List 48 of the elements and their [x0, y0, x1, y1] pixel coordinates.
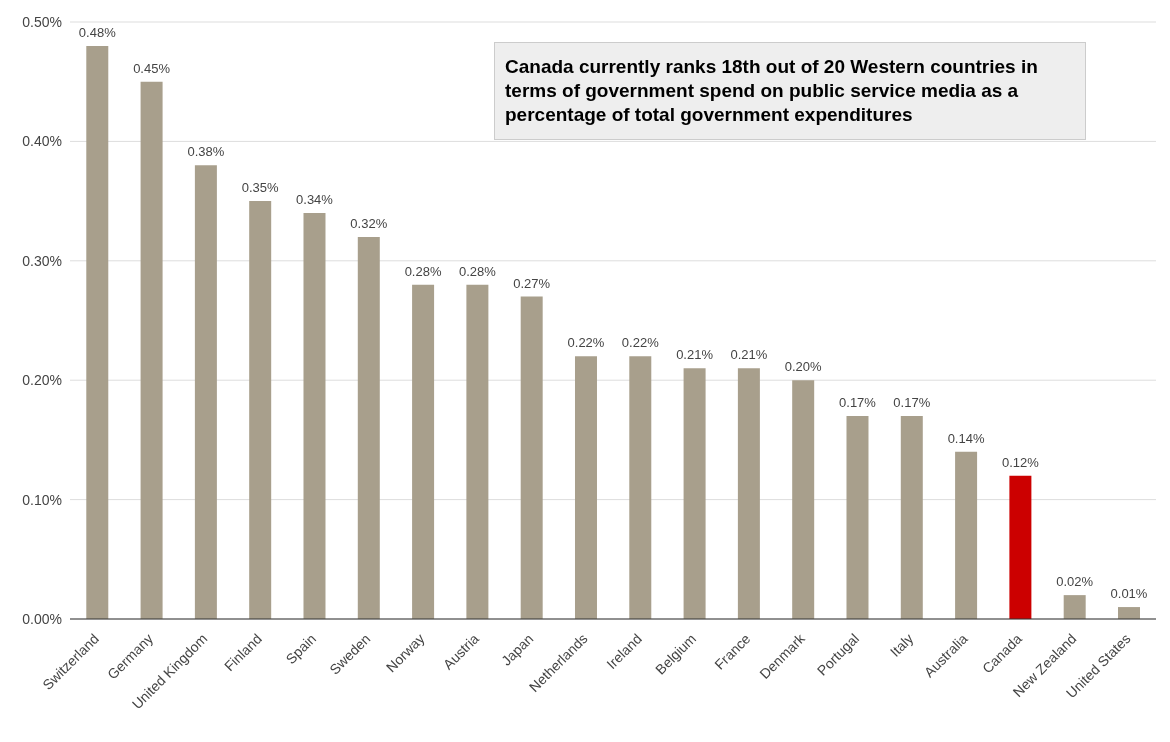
data-label: 0.14% [947, 430, 985, 446]
data-label: 0.21% [676, 347, 714, 363]
bar [792, 380, 815, 619]
bar [1117, 607, 1140, 619]
data-label: 0.17% [839, 395, 877, 411]
data-label: 0.45% [133, 60, 171, 76]
data-label: 0.20% [784, 359, 823, 375]
data-label: 0.17% [893, 395, 931, 411]
bar [846, 416, 869, 619]
y-tick-label: 0.00% [22, 610, 62, 627]
bar [303, 213, 326, 619]
data-label: 0.01% [1110, 586, 1148, 602]
data-label: 0.32% [350, 215, 388, 231]
bar [86, 45, 109, 619]
bar [140, 81, 163, 619]
bar [737, 368, 760, 619]
data-label: 0.34% [296, 192, 334, 208]
bar [194, 165, 217, 619]
data-label: 0.48% [78, 24, 117, 40]
bar [629, 356, 652, 619]
bar [520, 296, 543, 619]
data-label: 0.35% [241, 180, 280, 196]
data-label: 0.38% [187, 144, 225, 160]
data-label: 0.27% [513, 275, 551, 291]
bar [249, 201, 272, 619]
y-tick-label: 0.10% [22, 491, 62, 508]
bar [955, 451, 978, 619]
data-label: 0.28% [404, 263, 442, 279]
annotation: Canada currently ranks 18th out of 20 Western countries in terms of government spend on public service media as a percentage of total government expenditures [494, 42, 1086, 140]
data-label: 0.02% [1056, 574, 1094, 590]
y-tick-label: 0.30% [22, 252, 62, 269]
y-tick-label: 0.50% [22, 13, 62, 30]
data-label: 0.28% [458, 263, 497, 279]
data-label: 0.21% [730, 347, 768, 363]
x-tick-label: Italy [886, 630, 917, 660]
bar [466, 284, 489, 619]
data-label: 0.12% [1001, 454, 1040, 470]
data-label: 0.22% [621, 335, 660, 351]
bar [1063, 595, 1086, 619]
bar [683, 368, 706, 619]
bar [574, 356, 597, 619]
bar [357, 236, 380, 619]
data-label: 0.22% [567, 335, 605, 351]
bar [1009, 475, 1032, 619]
y-tick-label: 0.20% [22, 372, 62, 389]
bar [412, 284, 435, 619]
bar [900, 416, 923, 619]
y-tick-label: 0.40% [22, 133, 62, 150]
